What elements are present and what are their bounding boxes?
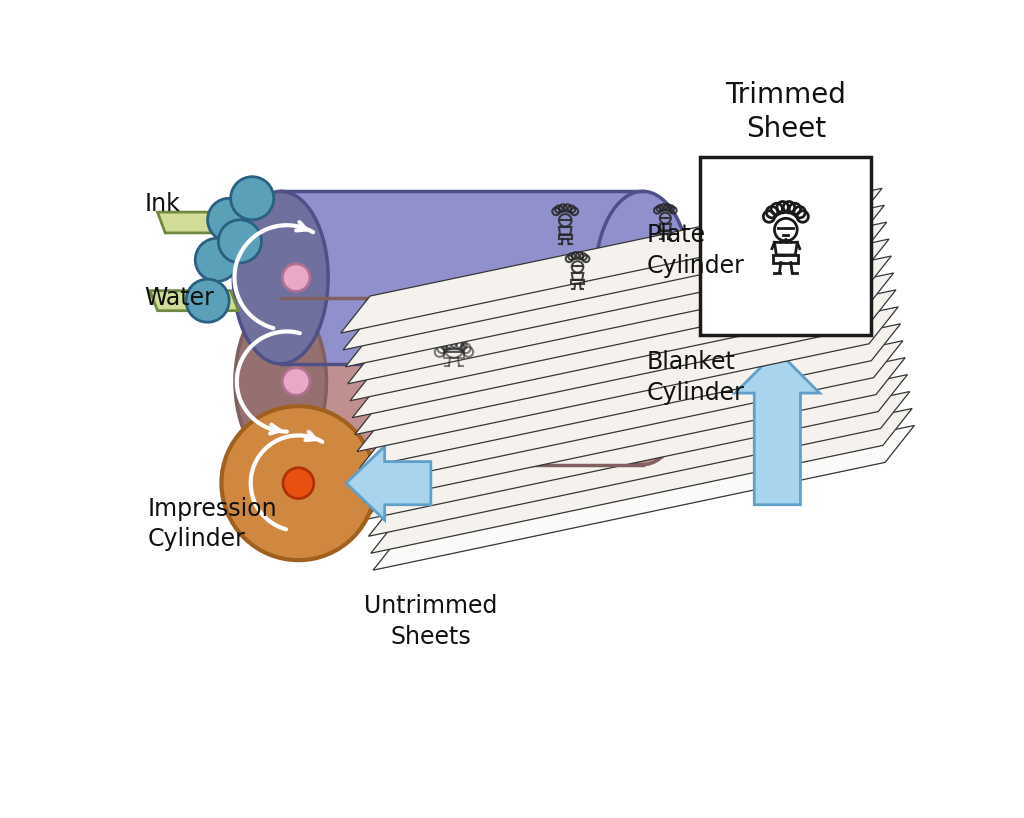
Ellipse shape <box>233 191 328 364</box>
Polygon shape <box>364 357 905 502</box>
Circle shape <box>221 407 376 560</box>
Circle shape <box>283 468 313 498</box>
Polygon shape <box>150 290 239 311</box>
Polygon shape <box>354 290 896 434</box>
Text: Untrimmed
Sheets: Untrimmed Sheets <box>365 595 498 649</box>
Ellipse shape <box>234 299 327 465</box>
Text: Blanket
Cylinder: Blanket Cylinder <box>646 350 744 405</box>
Polygon shape <box>367 375 907 519</box>
Ellipse shape <box>597 299 688 465</box>
Polygon shape <box>735 351 819 505</box>
Polygon shape <box>310 381 662 512</box>
Polygon shape <box>352 273 894 418</box>
Circle shape <box>196 238 239 281</box>
Circle shape <box>283 367 310 395</box>
Text: Ink: Ink <box>144 192 180 217</box>
Circle shape <box>186 279 229 322</box>
Polygon shape <box>371 408 912 553</box>
Polygon shape <box>369 392 909 537</box>
Polygon shape <box>361 341 903 485</box>
Polygon shape <box>357 307 898 452</box>
Circle shape <box>218 220 261 263</box>
Polygon shape <box>345 222 887 367</box>
Ellipse shape <box>595 191 690 364</box>
Polygon shape <box>158 212 252 233</box>
Polygon shape <box>281 299 643 465</box>
Polygon shape <box>281 191 643 364</box>
Polygon shape <box>343 205 885 350</box>
Polygon shape <box>348 239 889 384</box>
Bar <box>700 157 871 335</box>
Polygon shape <box>341 188 882 333</box>
Polygon shape <box>350 256 891 401</box>
Text: Impression
Cylinder: Impression Cylinder <box>147 497 278 551</box>
Text: Plate
Cylinder: Plate Cylinder <box>646 223 744 278</box>
Circle shape <box>208 198 251 241</box>
Text: Water: Water <box>144 286 214 310</box>
Circle shape <box>230 177 273 220</box>
Polygon shape <box>359 324 900 469</box>
Polygon shape <box>373 425 914 570</box>
Text: Trimmed
Sheet: Trimmed Sheet <box>725 81 846 143</box>
Polygon shape <box>346 446 431 520</box>
Circle shape <box>283 263 310 291</box>
